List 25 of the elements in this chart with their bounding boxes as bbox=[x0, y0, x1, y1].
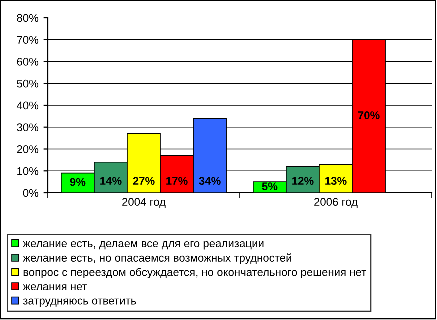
data-label: 17% bbox=[166, 177, 188, 186]
x-tick-label: 2006 год bbox=[314, 198, 358, 208]
data-label: 70% bbox=[358, 112, 380, 120]
data-label: 5% bbox=[262, 182, 278, 191]
data-label: 12% bbox=[292, 177, 314, 186]
legend-label: желание есть, но опасаемся возможных трудностей bbox=[23, 254, 292, 264]
x-tick-label: 2004 год bbox=[122, 198, 166, 208]
data-label: 14% bbox=[100, 177, 122, 186]
y-tick-label: 20% bbox=[17, 146, 39, 154]
y-tick-label: 80% bbox=[17, 14, 39, 22]
data-label: 9% bbox=[70, 178, 86, 186]
legend-label: затрудняюсь ответить bbox=[23, 298, 136, 307]
y-tick-label: 40% bbox=[16, 102, 39, 110]
y-tick-label: 10% bbox=[18, 167, 39, 176]
y-tick-label: 0% bbox=[23, 189, 39, 198]
data-label: 27% bbox=[133, 177, 155, 186]
y-tick-label: 60% bbox=[17, 58, 39, 66]
y-tick-label: 70% bbox=[17, 36, 39, 44]
y-tick-label: 30% bbox=[17, 124, 39, 132]
legend-label: желания нет bbox=[23, 284, 88, 291]
data-label: 13% bbox=[326, 177, 347, 186]
legend-label: желание есть, делаем все для его реализации bbox=[23, 241, 264, 250]
legend-label: вопрос с переездом обсуждается, но окончательного решения нет bbox=[24, 268, 366, 279]
data-label: 34% bbox=[199, 177, 221, 186]
y-tick-label: 50% bbox=[17, 80, 39, 88]
